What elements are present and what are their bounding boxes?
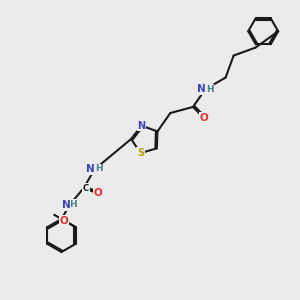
Text: N: N [86,164,94,174]
Text: O: O [200,113,208,123]
Text: H: H [70,200,77,208]
Text: O: O [94,188,103,199]
Text: N: N [62,200,70,210]
Text: N: N [197,84,206,94]
Text: S: S [137,148,144,158]
Text: N: N [137,121,146,131]
Text: C: C [83,184,89,193]
Text: H: H [95,164,102,173]
Text: H: H [206,85,213,94]
Text: O: O [60,215,68,226]
